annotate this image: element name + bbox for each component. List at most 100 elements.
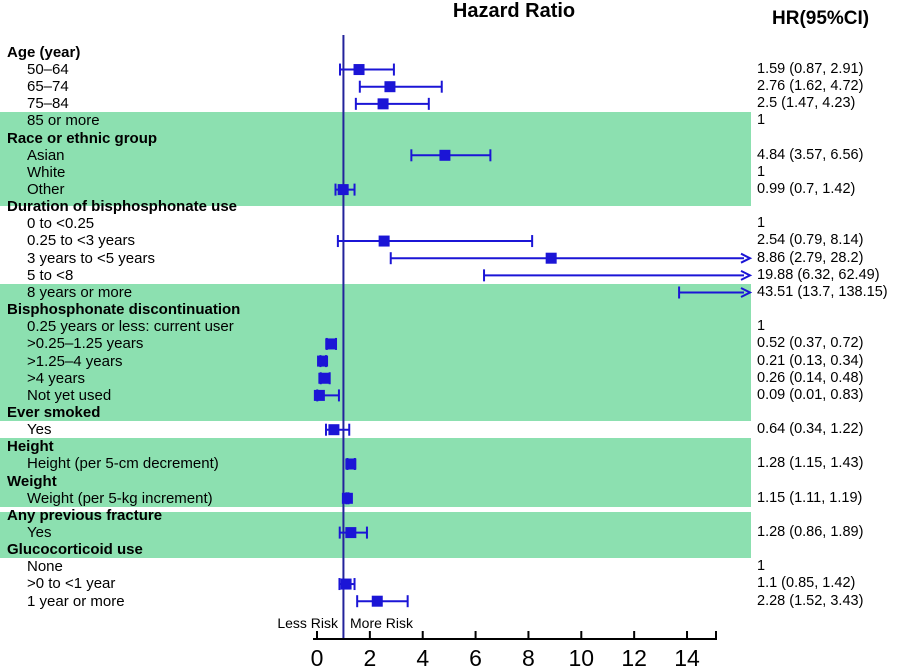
row-label: 85 or more	[27, 112, 100, 130]
ci-marker	[338, 526, 368, 539]
row-label: Yes	[27, 421, 52, 439]
group-header-label: Age (year)	[7, 43, 81, 61]
ci-marker	[336, 235, 534, 248]
ci-marker	[341, 492, 353, 505]
hr-value: 2.76 (1.62, 4.72)	[757, 78, 864, 95]
point-estimate-square	[545, 252, 557, 264]
row-label: Weight (per 5-kg increment)	[27, 489, 213, 507]
row-label: Asian	[27, 146, 65, 164]
hr-value: 1.1 (0.85, 1.42)	[757, 575, 856, 592]
ci-marker	[325, 337, 338, 350]
ci-marker	[483, 269, 753, 282]
x-tick-label: 12	[621, 645, 647, 671]
x-tick-label: 0	[310, 645, 324, 671]
x-tick-label: 6	[469, 645, 482, 671]
ci-marker	[678, 286, 753, 299]
group-header-label: Height	[7, 438, 54, 456]
point-estimate-square	[345, 527, 357, 539]
x-tick-label: 4	[416, 645, 430, 671]
row-label: 3 years to <5 years	[27, 249, 155, 267]
hr-value: 1	[757, 163, 766, 180]
row-label: 65–74	[27, 78, 69, 96]
hr-value: 1	[757, 558, 766, 575]
hr-value: 2.5 (1.47, 4.23)	[757, 95, 856, 112]
group-header-label: Ever smoked	[7, 403, 101, 421]
hr-value: 8.86 (2.79, 28.2)	[757, 249, 864, 266]
hr-value: 0.64 (0.34, 1.22)	[757, 421, 864, 438]
highlight-band-2	[0, 438, 751, 507]
point-estimate-square	[318, 372, 330, 384]
row-label: Other	[27, 181, 65, 199]
point-estimate-square	[313, 389, 325, 401]
point-estimate-square	[340, 578, 352, 590]
row-label: 8 years or more	[27, 283, 133, 301]
hr-value: 1	[757, 112, 766, 129]
hr-value: 1.15 (1.11, 1.19)	[757, 489, 863, 506]
x-tick-label: 8	[522, 645, 535, 671]
row-label: 1 year or more	[27, 592, 125, 610]
point-estimate-square	[378, 235, 390, 247]
more-risk-label: More Risk	[350, 615, 414, 631]
hr-value: 19.88 (6.32, 62.49)	[757, 266, 880, 283]
hr-value: 1	[757, 215, 766, 232]
row-label: 0 to <0.25	[27, 215, 95, 233]
row-label: 0.25 years or less: current user	[27, 318, 234, 336]
row-label: 75–84	[27, 95, 69, 113]
row-label: Yes	[27, 524, 52, 542]
hr-value: 4.84 (3.57, 6.56)	[757, 146, 864, 163]
ci-marker	[338, 63, 395, 76]
highlight-band-1	[0, 283, 751, 422]
point-estimate-square	[337, 184, 349, 196]
row-label: Not yet used	[27, 386, 112, 404]
hr-value: 1.28 (0.86, 1.89)	[757, 524, 864, 541]
hr-value: 2.28 (1.52, 3.43)	[757, 592, 864, 609]
row-label: 50–64	[27, 60, 69, 78]
hr-value: 0.09 (0.01, 0.83)	[757, 386, 864, 403]
point-estimate-square	[377, 98, 389, 110]
highlight-band-0	[0, 112, 751, 207]
ci-marker	[318, 372, 331, 385]
hr-value: 1	[757, 318, 766, 335]
hr-value: 0.26 (0.14, 0.48)	[757, 369, 864, 386]
group-header-label: Bisphosphonate discontinuation	[7, 301, 241, 319]
ci-marker	[354, 97, 430, 110]
hr-value: 1.28 (1.15, 1.43)	[757, 455, 864, 472]
x-tick-label: 10	[568, 645, 595, 671]
row-label: >1.25–4 years	[27, 352, 123, 370]
ci-marker	[410, 149, 492, 162]
less-risk-label: Less Risk	[277, 615, 338, 631]
ci-marker	[313, 389, 340, 402]
point-estimate-square	[341, 492, 353, 504]
hr-value: 0.21 (0.13, 0.34)	[757, 352, 864, 369]
ci-marker	[389, 252, 753, 265]
hr-value: 0.52 (0.37, 0.72)	[757, 335, 864, 352]
hr-value: 1.59 (0.87, 2.91)	[757, 60, 864, 77]
row-label: >4 years	[27, 369, 85, 387]
point-estimate-square	[439, 149, 451, 161]
point-estimate-square	[325, 338, 337, 350]
chart-title: Hazard Ratio	[452, 0, 576, 22]
ci-marker	[345, 458, 357, 470]
point-estimate-square	[384, 81, 396, 93]
arrowhead-icon	[740, 252, 753, 264]
highlight-band-3	[0, 511, 751, 559]
hr-value: 2.54 (0.79, 8.14)	[757, 232, 864, 249]
group-header-label: Race or ethnic group	[7, 129, 158, 147]
row-label: White	[27, 163, 66, 181]
row-label: >0 to <1 year	[27, 575, 116, 593]
x-tick-label: 2	[363, 645, 377, 671]
point-estimate-square	[328, 424, 340, 436]
group-header-label: Glucocorticoid use	[7, 541, 143, 559]
row-label: >0.25–1.25 years	[27, 335, 144, 353]
ci-marker	[317, 355, 329, 368]
point-estimate-square	[345, 458, 357, 470]
ci-marker	[356, 595, 409, 608]
arrowhead-icon	[740, 287, 753, 298]
row-label: 5 to <8	[27, 266, 74, 284]
point-estimate-square	[353, 64, 365, 76]
row-label: None	[27, 558, 63, 576]
